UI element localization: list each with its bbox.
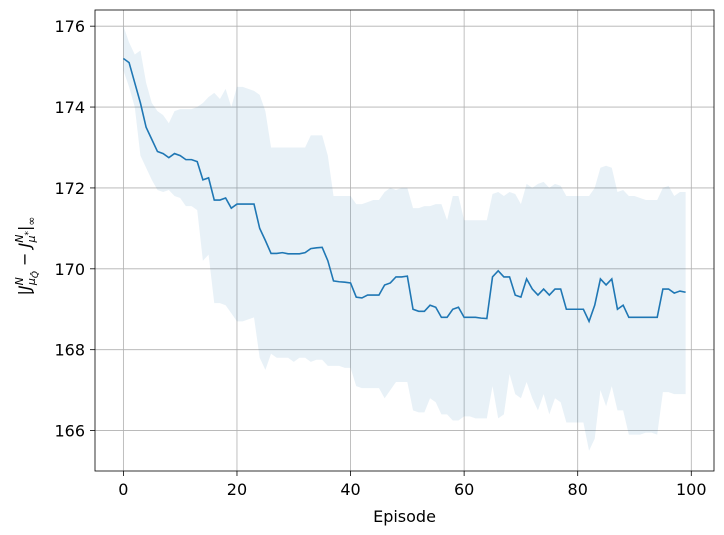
- plot-frame: [94, 9, 715, 472]
- y-tick-label: 170: [54, 260, 85, 279]
- y-axis-label: |JNμQ̂ − JNμ*|∞: [13, 216, 41, 295]
- x-axis-label: Episode: [373, 507, 436, 526]
- x-tick-label: 100: [676, 480, 707, 499]
- mean-line: [122, 57, 686, 324]
- x-tick-label: 20: [227, 480, 247, 499]
- grid: [95, 10, 714, 471]
- y-tick-label: 174: [54, 98, 85, 117]
- x-axis-ticks: 0 20 40 60 80 100: [118, 471, 707, 499]
- y-tick-label: 166: [54, 422, 85, 441]
- x-tick-label: 40: [340, 480, 360, 499]
- x-tick-label: 60: [454, 480, 474, 499]
- x-tick-label: 0: [118, 480, 128, 499]
- y-tick-label: 176: [54, 17, 85, 36]
- svg-text:|JNμQ̂ − JNμ*|∞: |JNμQ̂ − JNμ*|∞: [13, 216, 41, 295]
- y-axis-ticks: 166 168 170 172 174 176: [54, 17, 95, 441]
- x-tick-label: 80: [568, 480, 588, 499]
- std-band: [123, 26, 686, 451]
- y-tick-label: 168: [54, 341, 85, 360]
- y-tick-label: 172: [54, 179, 85, 198]
